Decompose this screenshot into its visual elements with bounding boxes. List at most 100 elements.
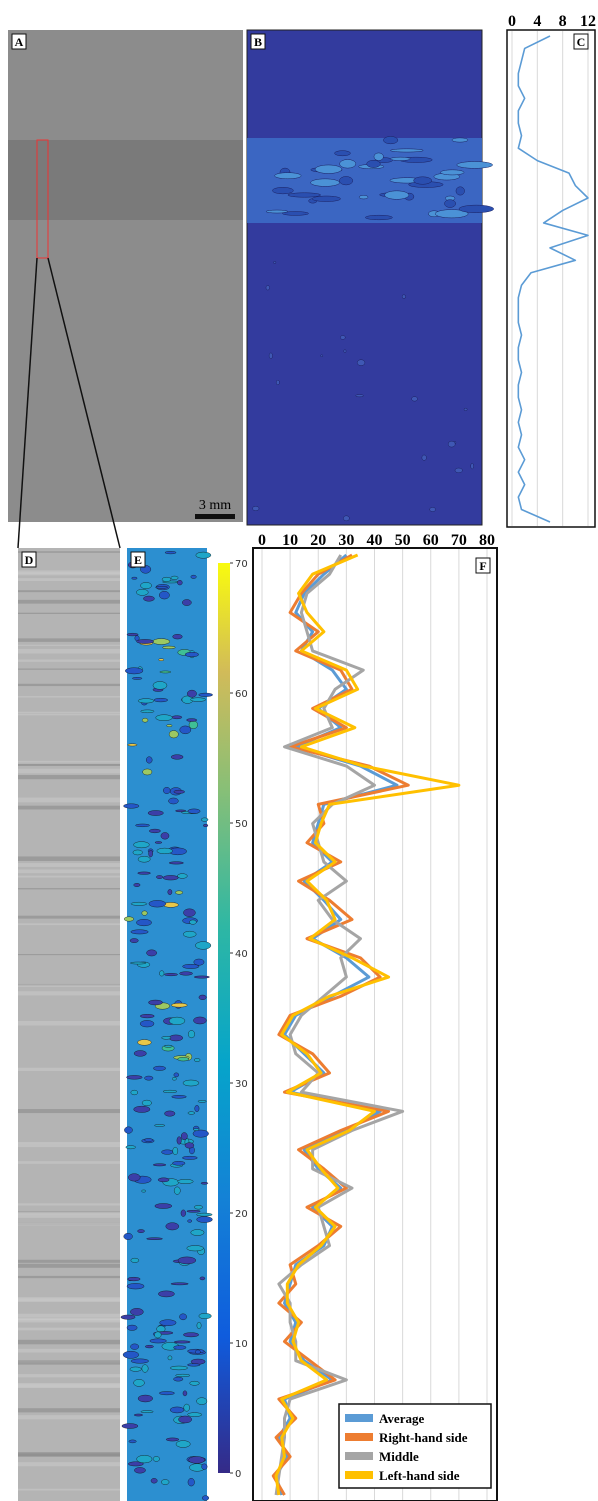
contour-blob (143, 595, 155, 602)
contour-blob (421, 454, 427, 461)
label-box (130, 551, 146, 568)
image-streak (18, 1462, 120, 1467)
x-tick-label: 0 (258, 532, 266, 549)
contour-blob (133, 841, 150, 849)
contour-blob (447, 440, 456, 448)
contour-blob (413, 176, 432, 185)
contour-blob (152, 681, 168, 690)
contour-blob (355, 394, 364, 398)
contour-blob (179, 1313, 187, 1321)
image-streak (18, 984, 120, 987)
contour-blob (141, 1099, 152, 1106)
contour-blob (133, 1413, 143, 1417)
contour-blob (132, 849, 143, 856)
contour-blob (198, 1313, 212, 1320)
image-streak (18, 638, 120, 642)
contour-blob (137, 698, 155, 704)
contour-blob (173, 1376, 184, 1382)
x-tick-label: 40 (367, 532, 383, 549)
x-tick-label: 20 (310, 532, 326, 549)
contour-blob (146, 949, 157, 957)
contour-blob (126, 1324, 138, 1331)
contour-blob (141, 1364, 149, 1373)
colorbar-label: 20 (235, 1209, 248, 1220)
contour-blob (123, 803, 140, 809)
contour-blob (365, 214, 393, 221)
image-streak (18, 1263, 120, 1268)
contour-blob (153, 1065, 166, 1071)
panel-label: D (25, 553, 34, 567)
image-streak (18, 1339, 120, 1345)
contour-blob (456, 161, 493, 169)
contour-blob (190, 697, 206, 702)
contour-blob (170, 754, 184, 760)
contour-blob (282, 211, 309, 216)
contour-blob (154, 841, 163, 844)
contour-blob (133, 883, 141, 887)
contour-blob (158, 1391, 175, 1396)
legend-swatch (345, 1433, 373, 1441)
contour-blob (137, 1229, 145, 1233)
image-streak (18, 1021, 120, 1026)
contour-blob (183, 1332, 199, 1338)
contour-blob (320, 354, 323, 358)
contour-blob (161, 577, 172, 582)
contour-blob (128, 1461, 144, 1467)
contour-blob (141, 1189, 146, 1193)
contour-blob (159, 670, 172, 674)
scale-bar (195, 514, 235, 519)
panel-label: F (479, 559, 486, 573)
image-streak (18, 1374, 120, 1378)
contour-blob (168, 730, 179, 739)
contour-blob (148, 999, 163, 1006)
legend-label: Left-hand side (379, 1468, 460, 1483)
contour-blob (265, 285, 270, 291)
x-tick-label: 0 (508, 13, 516, 30)
label-box (475, 557, 491, 574)
image-streak (18, 888, 120, 890)
contour-blob (173, 1072, 180, 1078)
image-streak (18, 1348, 120, 1353)
contour-blob (137, 1039, 152, 1046)
contour-blob (343, 349, 347, 353)
image-streak (18, 1318, 120, 1321)
contour-blob (177, 1057, 189, 1062)
contour-blob (175, 890, 183, 895)
contour-blob (182, 1079, 200, 1087)
contour-blob (198, 692, 213, 697)
contour-blob (201, 1495, 210, 1501)
contour-blob (454, 467, 463, 474)
contour-blob (171, 1002, 188, 1008)
colorbar-label: 40 (235, 949, 248, 960)
contour-blob (168, 861, 184, 865)
image-streak (18, 1203, 120, 1206)
contour-blob (139, 1020, 155, 1028)
contour-blob (196, 1216, 213, 1223)
image-streak (18, 683, 120, 687)
contour-blob (165, 1222, 180, 1231)
contour-blob (128, 1439, 137, 1444)
contour-blob (156, 847, 173, 854)
colorbar-label: 70 (235, 559, 248, 570)
contour-blob (182, 1390, 188, 1397)
image-streak (18, 578, 120, 582)
contour-blob (187, 689, 197, 698)
contour-blob (455, 186, 465, 196)
contour-blob (390, 148, 424, 153)
contour-blob (124, 1126, 133, 1134)
contour-blob (146, 756, 153, 764)
x-tick-label: 50 (395, 532, 411, 549)
contour-blob (183, 1403, 190, 1412)
contour-blob (188, 1030, 195, 1039)
contour-blob (187, 1111, 195, 1115)
contour-blob (444, 199, 456, 208)
contour-blob (180, 1132, 188, 1141)
image-streak (18, 1275, 120, 1279)
contour-blob (196, 1321, 202, 1330)
contour-blob (168, 1016, 186, 1025)
image-streak (18, 711, 120, 714)
label-box (250, 33, 266, 50)
contour-blob (159, 591, 170, 600)
contour-blob (141, 717, 149, 723)
